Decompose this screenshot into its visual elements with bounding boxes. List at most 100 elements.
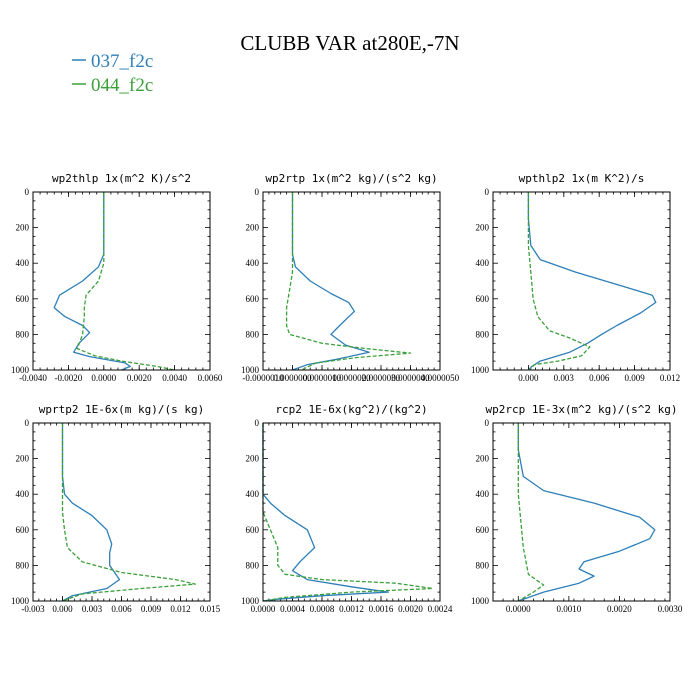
figure-title: CLUBB VAR at280E,-7N (240, 31, 459, 55)
series-line-037_f2c (262, 423, 390, 602)
series-line-044_f2c (76, 192, 175, 371)
x-tick-label: 0.009 (624, 373, 645, 383)
y-tick-label: 800 (476, 560, 490, 570)
x-tick-label: -0.0000010 (242, 373, 284, 383)
panel-4: rcp2 1E-6x(kg^2)/(kg^2) 0 200 400 600 800 1000… (241, 403, 453, 614)
x-tick-label: 0.0000020 (332, 373, 371, 383)
series-line-037_f2c (53, 192, 131, 371)
panel-title: wp2thlp 1x(m^2 K)/s^2 (52, 172, 191, 185)
y-tick-label: 600 (16, 294, 30, 304)
x-tick-label: 0.003 (82, 604, 103, 614)
series-line-044_f2c (285, 192, 412, 371)
y-tick-label: 200 (476, 454, 490, 464)
x-tick-label: 0.0020 (127, 373, 152, 383)
series-line-037_f2c (527, 192, 657, 371)
y-tick-label: 0 (25, 187, 30, 197)
series-line-037_f2c (291, 192, 370, 371)
y-tick-label: 800 (246, 329, 260, 339)
series-line-044_f2c (527, 192, 591, 371)
x-tick-label: 0.012 (660, 373, 680, 383)
plot-frame (32, 191, 211, 371)
y-tick-label: 0 (255, 187, 260, 197)
y-tick-label: 600 (476, 294, 490, 304)
x-tick-label: -0.0020 (55, 373, 83, 383)
x-tick-label: 0.0012 (339, 604, 364, 614)
x-tick-label: 0.0040 (162, 373, 187, 383)
y-tick-label: 200 (476, 223, 490, 233)
y-tick-label: 800 (246, 560, 260, 570)
panel-3: wprtp2 1E-6x(m kg)/(s kg) 0 200 400 600 800 10… (11, 403, 221, 614)
panel-title: wprtp2 1E-6x(m kg)/(s kg) (39, 403, 205, 416)
y-tick-label: 600 (476, 525, 490, 535)
y-tick-label: 600 (246, 294, 260, 304)
x-tick-label: 0.0020 (398, 604, 423, 614)
x-tick-label: 0.0024 (428, 604, 453, 614)
y-tick-label: 600 (16, 525, 30, 535)
plot-frame (32, 422, 211, 602)
y-tick-label: 400 (476, 258, 490, 268)
panel-2: wpthlp2 1x(m K^2)/s 0 200 400 600 800 1000 0.00… (471, 172, 680, 383)
plot-frame (492, 422, 671, 602)
x-tick-label: 0.0004 (280, 604, 305, 614)
x-tick-label: 0.0000 (91, 373, 116, 383)
series-line-037_f2c (517, 423, 656, 602)
x-tick-label: 0.0016 (369, 604, 394, 614)
panel-title: wp2rcp 1E-3x(m^2 kg)/(s^2 kg) (485, 403, 677, 416)
y-tick-label: 1000 (471, 596, 490, 606)
panel-5: wp2rcp 1E-3x(m^2 kg)/(s^2 kg) 0 200 400 600 8… (471, 403, 683, 614)
x-tick-label: 0.0000050 (421, 373, 460, 383)
y-tick-label: 600 (246, 525, 260, 535)
y-tick-label: 400 (246, 258, 260, 268)
series-line-044_f2c (517, 423, 545, 602)
y-tick-label: 400 (476, 489, 490, 499)
panel-0: wp2thlp 1x(m^2 K)/s^202004006008001000-0… (11, 172, 223, 383)
y-tick-label: 0 (485, 187, 490, 197)
series-line-044_f2c (262, 423, 434, 602)
x-tick-label: 0.0000 (506, 604, 531, 614)
x-tick-label: 0.0000 (251, 604, 276, 614)
y-tick-label: 0 (485, 418, 490, 428)
y-tick-label: 1000 (11, 596, 30, 606)
y-tick-label: 200 (246, 454, 260, 464)
plot-frame (262, 191, 441, 371)
x-tick-label: 0.0000000 (273, 373, 312, 383)
y-tick-label: 1000 (241, 596, 260, 606)
series-line-037_f2c (61, 423, 121, 602)
x-tick-label: 0.0000030 (362, 373, 401, 383)
y-tick-label: 1000 (471, 365, 490, 375)
y-tick-label: 800 (476, 329, 490, 339)
x-tick-label: 0.0010 (556, 604, 581, 614)
x-tick-label: 0.0000040 (391, 373, 430, 383)
x-tick-label: -0.0040 (19, 373, 47, 383)
plot-frame (262, 422, 441, 602)
panel-title: wp2rtp 1x(m^2 kg)/(s^2 kg) (265, 172, 437, 185)
legend: 037_f2c 044_f2c (72, 51, 153, 96)
panel-title: wpthlp2 1x(m K^2)/s (519, 172, 645, 185)
x-tick-label: 0.000 (52, 604, 73, 614)
legend-label-044: 044_f2c (91, 75, 153, 96)
plot-frame (492, 191, 671, 371)
x-tick-label: 0.006 (589, 373, 610, 383)
y-tick-label: 400 (16, 489, 30, 499)
x-tick-label: 0.0008 (310, 604, 335, 614)
series-line-044_f2c (61, 423, 196, 602)
x-tick-label: 0.0020 (607, 604, 632, 614)
x-tick-label: 0.009 (141, 604, 162, 614)
x-tick-label: 0.012 (170, 604, 190, 614)
x-tick-label: 0.0060 (198, 373, 223, 383)
x-tick-label: -0.003 (21, 604, 45, 614)
x-tick-label: 0.015 (200, 604, 221, 614)
y-tick-label: 0 (25, 418, 30, 428)
x-tick-label: 0.003 (554, 373, 575, 383)
y-tick-label: 400 (16, 258, 30, 268)
y-tick-label: 200 (246, 223, 260, 233)
x-tick-label: 0.000 (518, 373, 539, 383)
y-tick-label: 1000 (241, 365, 260, 375)
y-tick-label: 800 (16, 329, 30, 339)
y-tick-label: 200 (16, 454, 30, 464)
x-tick-label: 0.0000010 (303, 373, 342, 383)
x-tick-label: 0.006 (111, 604, 132, 614)
panel-title: rcp2 1E-6x(kg^2)/(kg^2) (275, 403, 427, 416)
panel-1: wp2rtp 1x(m^2 kg)/(s^2 kg) 0 200 400 600 800 1… (241, 172, 460, 383)
